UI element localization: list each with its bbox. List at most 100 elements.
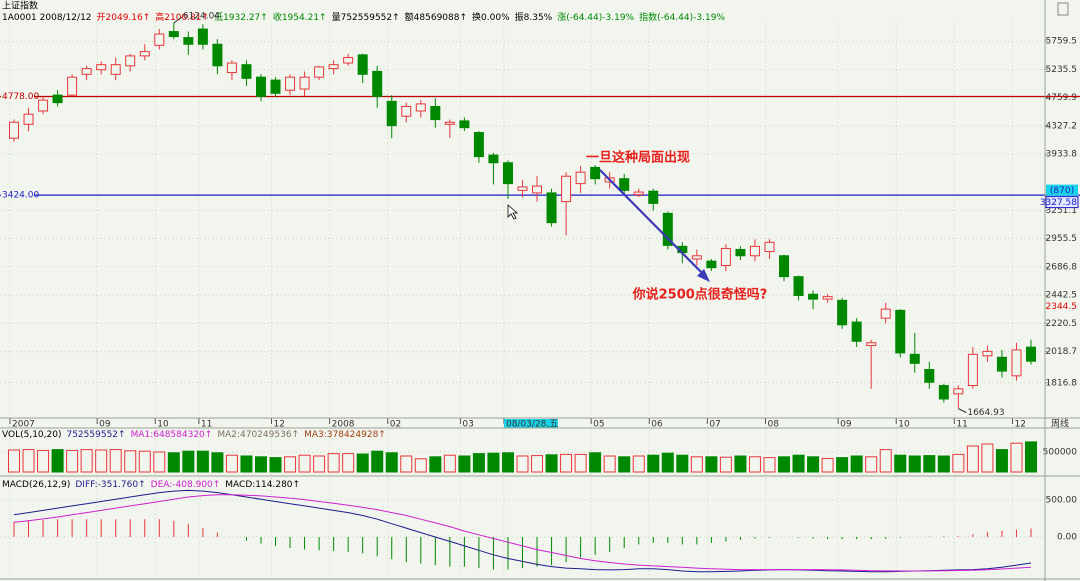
- candle-body: [837, 299, 848, 326]
- y-tick-label: 500000: [1043, 448, 1078, 458]
- marker-note-box: [1046, 184, 1078, 196]
- x-tick-label: 10: [157, 420, 169, 430]
- candle-body: [154, 33, 165, 46]
- volume-bar: [821, 457, 834, 473]
- header-item: MACD:114.280↑: [225, 480, 300, 490]
- volume-bar: [981, 443, 994, 473]
- marker-note: (870): [1050, 186, 1074, 196]
- volume-bar: [211, 452, 224, 473]
- x-tick-label: 10: [898, 420, 910, 430]
- volume-bar: [124, 450, 137, 473]
- x-tick-label: 09: [99, 420, 111, 430]
- candle-body: [357, 54, 368, 75]
- candle-body: [546, 192, 557, 224]
- candle-body: [270, 79, 281, 94]
- candle-body: [851, 321, 862, 342]
- candle-body: [473, 132, 484, 158]
- volume-bar: [95, 449, 108, 473]
- volume-bar: [560, 453, 573, 473]
- candle-body: [982, 350, 993, 357]
- candle-body: [314, 66, 325, 78]
- candle-body: [110, 64, 121, 75]
- candle-body: [691, 255, 702, 260]
- header-line: 1A0001 2008/12/12 开2049.16↑ 高2100.81↑ 低1932…: [2, 11, 725, 23]
- x-tick-label: 08: [767, 420, 779, 430]
- x-tick-label: 11: [956, 420, 967, 430]
- candle-body: [953, 388, 964, 395]
- header-line: VOL(5,10,20) 752559552↑ MA1:648584320↑ MA2:…: [2, 430, 386, 440]
- volume-bar: [1025, 441, 1037, 473]
- volume-bar: [501, 452, 514, 473]
- candle-body: [1011, 349, 1022, 377]
- volume-bar: [865, 456, 878, 473]
- volume-bar: [240, 455, 253, 473]
- candle-body: [401, 105, 412, 117]
- y-tick-label: 5235.5: [1046, 65, 1078, 75]
- volume-bar: [618, 456, 631, 473]
- candle-body: [720, 247, 731, 266]
- volume-bar: [676, 454, 689, 473]
- candle-body: [1026, 346, 1036, 362]
- volume-bar: [705, 456, 718, 473]
- header-item: VOL(5,10,20): [2, 430, 61, 440]
- volume-bar: [531, 455, 544, 473]
- volume-bar: [313, 455, 326, 473]
- header-item: 指数(-64.44)-3.19%: [639, 11, 725, 23]
- marker-box: [1045, 196, 1079, 209]
- volume-bar: [138, 450, 151, 473]
- candle-body: [648, 190, 659, 204]
- y-tick-label: 4327.2: [1046, 121, 1078, 131]
- candle-body: [285, 76, 296, 91]
- volume-bar: [80, 449, 93, 473]
- x-tick-label: 06: [651, 420, 663, 430]
- volume-bar: [719, 456, 732, 473]
- volume-bar: [763, 457, 776, 473]
- y-tick-label: 2442.5: [1046, 291, 1078, 301]
- volume-bar: [792, 454, 805, 473]
- candle-body: [808, 293, 819, 300]
- header-item: DIFF:-351.760↑: [75, 480, 145, 490]
- candle-body: [96, 64, 107, 71]
- volume-bar: [937, 455, 950, 473]
- mouse-cursor: [507, 204, 519, 220]
- candle-body: [386, 100, 397, 127]
- candle-body: [139, 51, 150, 57]
- header-item: DEA:-408.900↑: [151, 480, 221, 490]
- volume-bar: [632, 455, 645, 473]
- header-item: 752559552↑: [66, 430, 125, 440]
- volume-bar: [269, 457, 282, 473]
- candle-body: [764, 241, 775, 253]
- candle-body: [575, 171, 586, 185]
- volume-bar: [661, 452, 674, 473]
- reference-label: 4778.00: [2, 92, 39, 102]
- volume-bar: [748, 456, 761, 473]
- candle-body: [938, 385, 949, 400]
- volume-bar: [385, 452, 398, 473]
- candle-body: [822, 296, 833, 300]
- reference-label-bg: [1, 190, 34, 201]
- annotation-arrow: [599, 169, 710, 282]
- header-item: 高2100.81↑: [155, 11, 209, 23]
- header-item: 量752559552↑: [332, 12, 400, 23]
- x-tick-label: 2008: [332, 420, 355, 430]
- candle-body: [255, 76, 266, 97]
- volume-bar: [923, 455, 936, 473]
- date-highlight: [503, 419, 558, 428]
- volume-bar: [298, 454, 311, 473]
- low-label: 1664.93: [967, 408, 1004, 418]
- y-tick-label: 2955.5: [1046, 234, 1078, 244]
- candle-body: [706, 260, 717, 269]
- candle-body: [459, 120, 470, 129]
- volume-bar: [8, 449, 20, 473]
- x-tick-label: 12: [1014, 420, 1025, 430]
- volume-bar: [589, 452, 602, 473]
- candle-body: [967, 353, 978, 387]
- volume-bar: [908, 455, 921, 473]
- volume-bar: [472, 453, 485, 473]
- y-tick-label: 500.00: [1046, 495, 1078, 505]
- volume-bar: [807, 456, 820, 473]
- volume-bar: [516, 455, 529, 473]
- candle-body: [909, 353, 920, 364]
